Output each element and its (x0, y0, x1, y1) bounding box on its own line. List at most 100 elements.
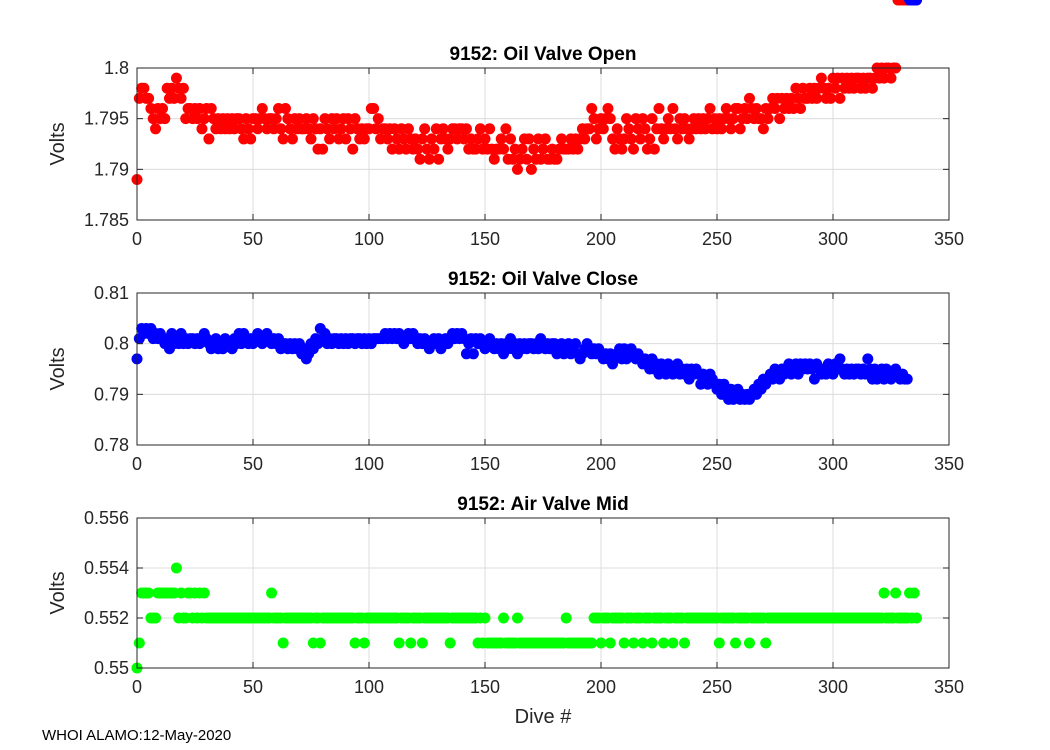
data-point (528, 143, 540, 155)
data-point (683, 133, 695, 145)
data-point (266, 587, 278, 599)
x-tick-label: 50 (243, 677, 263, 697)
data-point (170, 562, 182, 574)
data-point (878, 587, 890, 599)
data-point (484, 123, 496, 135)
x-tick-label: 250 (702, 677, 732, 697)
data-point (203, 133, 215, 145)
data-point (340, 133, 352, 145)
data-point (442, 143, 454, 155)
y-tick-label: 0.554 (84, 558, 129, 578)
data-point (890, 587, 902, 599)
data-point (769, 103, 781, 115)
y-tick-label: 0.79 (94, 384, 129, 404)
y-tick-label: 1.8 (104, 58, 129, 78)
data-point (433, 153, 445, 165)
data-point (658, 637, 670, 649)
x-tick-label: 200 (586, 454, 616, 474)
data-point (825, 92, 837, 104)
data-point (460, 123, 472, 135)
data-point (634, 133, 646, 145)
data-point (525, 163, 537, 175)
data-point (358, 637, 370, 649)
data-point (256, 103, 268, 115)
data-point (713, 637, 725, 649)
data-point (795, 103, 807, 115)
data-point (734, 123, 746, 135)
data-point (170, 72, 182, 84)
y-tick-label: 0.556 (84, 508, 129, 528)
x-axis-label: Dive # (515, 706, 573, 728)
data-point (393, 637, 405, 649)
data-point (511, 163, 523, 175)
x-tick-label: 250 (702, 454, 732, 474)
plot-oil-valve-close: 0 50 100 150 200 250 300 350 0.78 0.79 0.8 0.81 9152… (47, 0, 964, 474)
data-point (815, 72, 827, 84)
data-point (426, 133, 438, 145)
data-point (625, 133, 637, 145)
plot-oil-valve-open: 0 50 100 150 200 250 300 350 1.785 1.79 1.795 1.8 91… (47, 0, 964, 249)
x-tick-label: 350 (934, 229, 964, 249)
data-point (347, 143, 359, 155)
data-point (412, 143, 424, 155)
chart-title: 9152: Air Valve Mid (457, 494, 628, 515)
data-point (658, 133, 670, 145)
data-point (627, 637, 639, 649)
data-point (419, 123, 431, 135)
data-point (305, 133, 317, 145)
data-point (467, 348, 479, 360)
data-point (679, 113, 691, 125)
data-point (150, 612, 162, 624)
chart-title: 9152: Oil Valve Close (448, 269, 638, 290)
data-point (495, 133, 507, 145)
data-point (372, 113, 384, 125)
data-point (270, 113, 282, 125)
data-point (198, 587, 210, 599)
data-point (474, 123, 486, 135)
data-point (653, 103, 665, 115)
data-point (679, 637, 691, 649)
x-tick-label: 200 (586, 229, 616, 249)
y-axis-label: Volts (47, 347, 69, 390)
data-point (644, 133, 656, 145)
data-point (637, 113, 649, 125)
data-point (616, 143, 628, 155)
data-point (177, 82, 189, 94)
data-point (885, 72, 897, 84)
data-point (488, 153, 500, 165)
data-point (277, 133, 289, 145)
data-point (716, 123, 728, 135)
data-point (133, 637, 145, 649)
data-point (416, 133, 428, 145)
data-point (358, 133, 370, 145)
data-point (757, 123, 769, 135)
data-point (611, 123, 623, 135)
data-point (275, 123, 287, 135)
data-point (317, 143, 329, 155)
data-point (498, 612, 510, 624)
data-point (198, 113, 210, 125)
y-tick-label: 0.552 (84, 608, 129, 628)
data-point (667, 637, 679, 649)
data-point (637, 637, 649, 649)
data-point (143, 92, 155, 104)
data-point (511, 612, 523, 624)
data-point (405, 637, 417, 649)
x-tick-label: 50 (243, 229, 263, 249)
x-tick-label: 0 (132, 229, 142, 249)
data-point (175, 92, 187, 104)
data-point (590, 133, 602, 145)
data-point (602, 103, 614, 115)
data-point (150, 123, 162, 135)
data-point (277, 637, 289, 649)
x-tick-label: 150 (470, 229, 500, 249)
data-point (908, 587, 920, 599)
data-point (621, 113, 633, 125)
data-point (138, 82, 150, 94)
data-point (774, 113, 786, 125)
data-point (335, 123, 347, 135)
data-point (286, 133, 298, 145)
data-point (414, 153, 426, 165)
data-point (834, 353, 846, 365)
